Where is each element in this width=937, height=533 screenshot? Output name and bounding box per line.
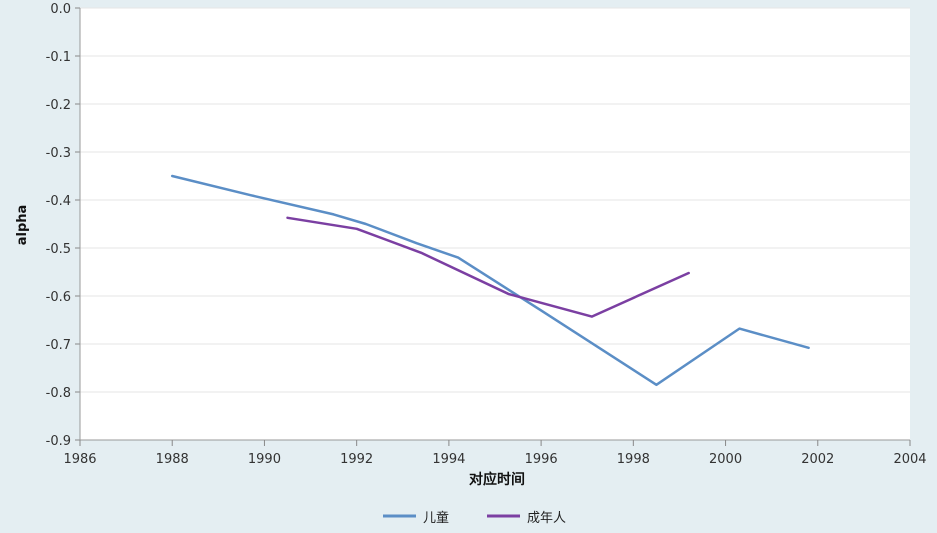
y-tick-label: -0.2 [46,98,71,113]
y-tick-label: -0.3 [46,146,71,161]
y-axis-title: alpha [15,205,30,246]
x-tick-label: 1996 [525,452,558,467]
legend-label-2: 成年人 [527,511,566,526]
y-tick-label: -0.9 [46,434,71,449]
x-tick-label: 2002 [801,452,834,467]
x-tick-label: 1986 [63,452,96,467]
plot-area [80,8,910,440]
x-tick-label: 1992 [340,452,373,467]
y-tick-label: 0.0 [50,2,71,17]
x-axis-title: 对应时间 [469,471,525,488]
y-tick-label: -0.4 [46,194,71,209]
y-tick-label: -0.7 [46,338,71,353]
y-tick-label: -0.1 [46,50,71,65]
x-tick-label: 1994 [432,452,465,467]
x-tick-label: 1998 [617,452,650,467]
legend-label-1: 儿童 [423,510,449,526]
x-tick-label: 2004 [893,452,926,467]
legend: 儿童 成年人 [383,510,566,526]
y-tick-label: -0.5 [46,242,71,257]
y-tick-label: -0.6 [46,290,71,305]
x-tick-label: 2000 [709,452,742,467]
x-tick-label: 1988 [156,452,189,467]
y-tick-label: -0.8 [46,386,71,401]
x-tick-label: 1990 [248,452,281,467]
